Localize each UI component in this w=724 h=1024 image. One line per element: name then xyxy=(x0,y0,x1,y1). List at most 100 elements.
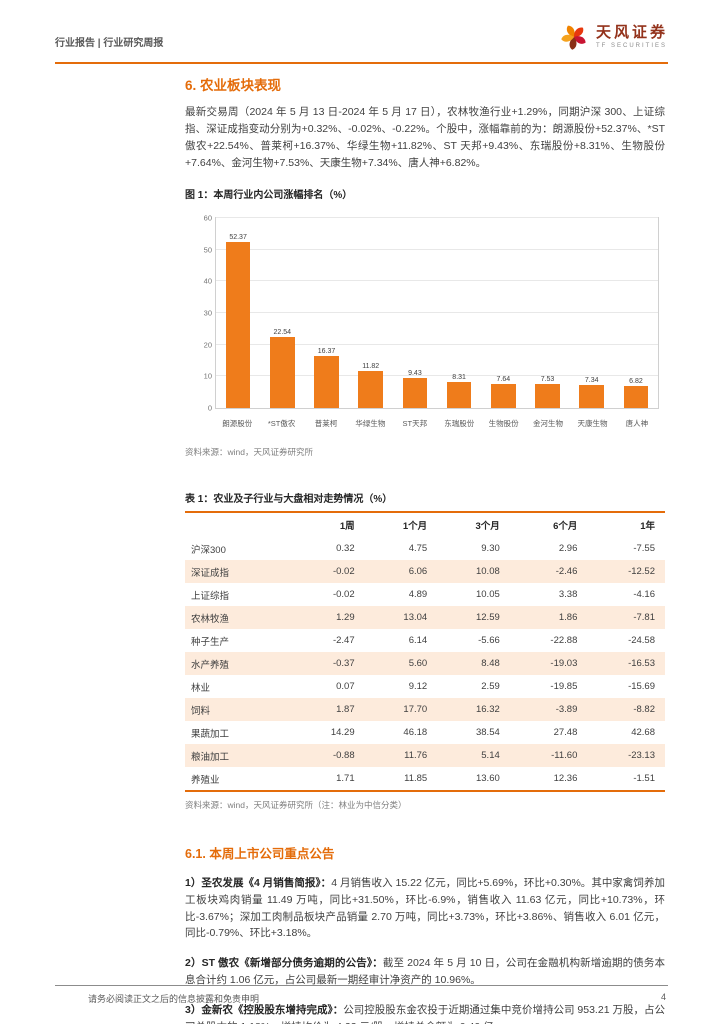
table-cell: 27.48 xyxy=(553,727,578,738)
table-cell: 42.68 xyxy=(631,727,655,738)
table-row-label: 饲料 xyxy=(191,705,211,717)
bar-value-label: 8.31 xyxy=(452,374,466,381)
table-row: 农林牧渔 1.29 13.04 12.59 1.86 -7.81 xyxy=(185,606,665,629)
table-cell: -23.13 xyxy=(628,750,655,761)
x-axis-label: 生物股份 xyxy=(488,419,519,428)
chart-plot-area: 0 10 20 30 40 50 60 52.37 22.54 16.37 11.82 9.43 8.3… xyxy=(204,214,659,413)
table-header-row: 1周 1个月 3个月 6个月 1年 xyxy=(185,512,665,537)
main-content: 6. 农业板块表现 最新交易周（2024 年 5 月 13 日-2024 年 5… xyxy=(185,74,665,1024)
table-cell: 1.87 xyxy=(336,704,355,715)
table-cell: 4.75 xyxy=(408,543,428,554)
table-row: 果蔬加工 14.29 46.18 38.54 27.48 42.68 xyxy=(185,721,665,744)
grid-line xyxy=(216,280,658,282)
section-6-1-title: 6.1. 本周上市公司重点公告 xyxy=(185,847,335,861)
table-cell: -19.03 xyxy=(550,658,578,669)
chart-x-axis-labels: 朗源股份 *ST傲农 普莱柯 华绿生物 ST天邦 东瑞股份 生物股份 金河生物 天康生物 唐人神 xyxy=(215,413,659,437)
bar-value-label: 7.34 xyxy=(584,377,599,384)
bar-value-label: 6.82 xyxy=(629,378,643,385)
x-axis-label: 天康生物 xyxy=(577,419,608,428)
table-cell: 38.54 xyxy=(475,727,500,738)
brand-name: 天风证券 xyxy=(595,23,668,41)
table-cell: 8.48 xyxy=(481,658,500,669)
table-row-label: 林业 xyxy=(191,682,211,694)
bar xyxy=(269,337,295,408)
table-cell: 1.71 xyxy=(336,773,355,784)
y-tick-label: 60 xyxy=(203,213,212,223)
table-cell: -7.55 xyxy=(633,543,655,554)
bars-area: 52.37 22.54 16.37 11.82 9.43 8.31 7.64 7.53 7.34… xyxy=(216,218,658,408)
brand-subtitle: TF SECURITIES xyxy=(595,43,667,50)
weekly-gainers-bar-chart: 0 10 20 30 40 50 60 52.37 22.54 16.37 11.82 9.43 8.3… xyxy=(185,207,665,439)
table-cell: 12.59 xyxy=(475,612,500,623)
table-cell: -1.51 xyxy=(633,773,655,784)
table-row-label: 粮油加工 xyxy=(191,751,230,763)
bar xyxy=(225,242,251,408)
bar-value-label: 16.37 xyxy=(317,348,336,355)
bar-column: 22.54 xyxy=(260,329,304,408)
table-cell: -16.53 xyxy=(628,658,655,669)
table-cell: -0.02 xyxy=(332,566,355,577)
table-cell: 12.36 xyxy=(553,773,578,784)
announcements-list: 1）圣农发展《4 月销售简报》：4 月销售收入 15.22 亿元，同比+5.69… xyxy=(185,875,665,1024)
y-tick-label: 10 xyxy=(203,371,212,381)
bar-column: 52.37 xyxy=(216,234,260,408)
bar-column: 7.53 xyxy=(525,376,569,408)
bar-value-label: 9.43 xyxy=(408,370,422,377)
x-axis-label: 东瑞股份 xyxy=(444,419,475,428)
table-header-cell xyxy=(185,512,293,537)
table-cell: -2.46 xyxy=(555,566,578,577)
grid-line xyxy=(216,375,658,377)
table-cell: -19.85 xyxy=(550,681,578,692)
table-cell: -12.52 xyxy=(628,566,655,577)
table-row: 沪深300 0.32 4.75 9.30 2.96 -7.55 xyxy=(185,537,665,560)
bar-column: 7.34 xyxy=(570,377,614,408)
table-header-cell: 1个月 xyxy=(402,521,428,532)
table-cell: 14.29 xyxy=(330,727,355,738)
table-cell: -5.66 xyxy=(478,635,500,646)
table-cell: 2.96 xyxy=(558,543,578,554)
table-cell: -2.47 xyxy=(332,635,355,646)
table-cell: 11.85 xyxy=(404,773,428,784)
table-cell: 17.70 xyxy=(403,704,428,715)
grid-line xyxy=(216,248,658,250)
table-cell: 6.06 xyxy=(408,566,428,577)
table-cell: 3.38 xyxy=(558,589,578,600)
table-cell: 46.18 xyxy=(403,727,428,738)
table-row-label: 沪深300 xyxy=(191,544,226,556)
x-axis-label: 朗源股份 xyxy=(222,419,253,428)
header-divider xyxy=(55,62,668,64)
table-1-source: 资料来源：wind，天风证券研究所（注：林业为中信分类） xyxy=(185,800,407,810)
table-row-label: 养殖业 xyxy=(191,774,220,786)
table-cell: -24.58 xyxy=(628,635,655,646)
bar-value-label: 52.37 xyxy=(229,234,247,241)
announcement-lead: 3）金新农《控股股东增持完成》： xyxy=(185,1003,344,1016)
x-axis-label: 唐人神 xyxy=(625,419,649,428)
bar xyxy=(446,382,472,408)
table-1-title: 表 1：农业及子行业与大盘相对走势情况（%） xyxy=(185,494,393,505)
table-row-label: 深证成指 xyxy=(191,567,230,579)
x-axis-label: *ST傲农 xyxy=(267,419,296,428)
footer-divider xyxy=(55,985,668,986)
y-tick-label: 0 xyxy=(207,403,212,413)
x-axis-label: 金河生物 xyxy=(533,419,564,428)
table-cell: 9.30 xyxy=(481,543,500,554)
table-row: 粮油加工 -0.88 11.76 5.14 -11.60 -23.13 xyxy=(185,744,665,767)
table-cell: -22.88 xyxy=(550,635,578,646)
table-cell: -0.02 xyxy=(332,589,355,600)
table-header-cell: 1周 xyxy=(339,521,355,532)
brand-logo: 天风证券 TF SECURITIES xyxy=(559,22,668,52)
bar-value-label: 7.53 xyxy=(540,376,555,383)
tianfeng-flower-icon xyxy=(561,25,586,50)
bar-value-label: 22.54 xyxy=(273,329,292,336)
table-row: 水产养殖 -0.37 5.60 8.48 -19.03 -16.53 xyxy=(185,652,665,675)
table-cell: -4.16 xyxy=(633,589,655,600)
x-axis-label: ST天邦 xyxy=(402,419,428,428)
table-row: 饲料 1.87 17.70 16.32 -3.89 -8.82 xyxy=(185,698,665,721)
table-header-cell: 1年 xyxy=(640,521,655,532)
grid-line xyxy=(216,217,658,218)
bar xyxy=(579,385,605,408)
bar-column: 7.64 xyxy=(481,376,525,408)
table-cell: 10.05 xyxy=(475,589,500,600)
announcement-lead: 1）圣农发展《4 月销售简报》： xyxy=(185,877,332,889)
